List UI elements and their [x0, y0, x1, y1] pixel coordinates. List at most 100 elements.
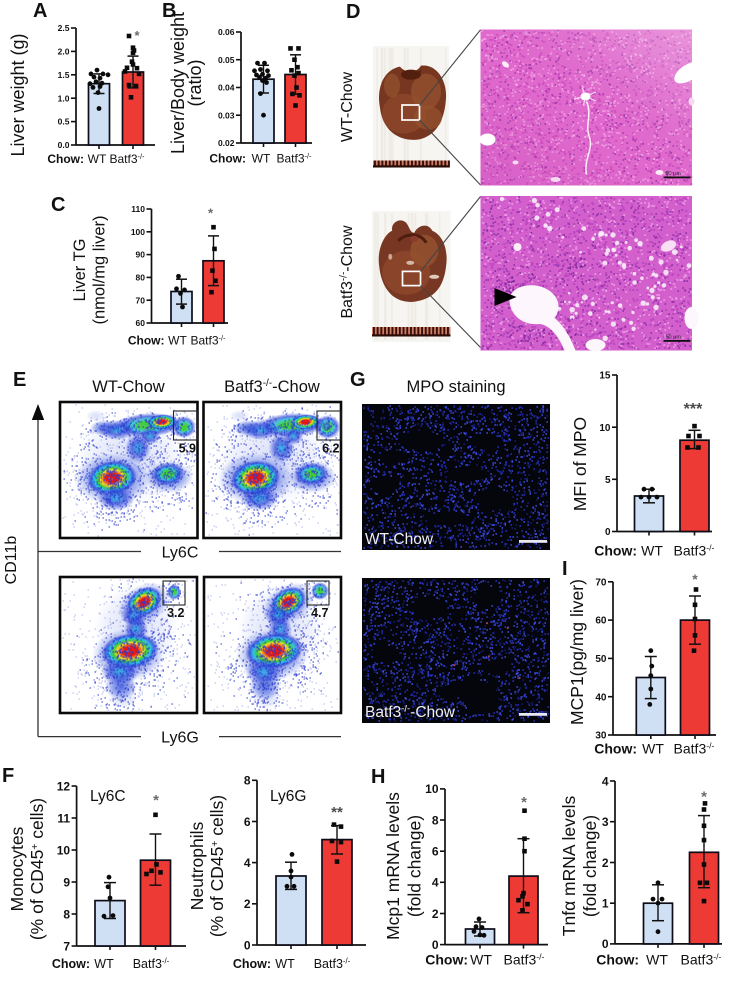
svg-text:Chow:: Chow: — [425, 952, 468, 968]
svg-text:12: 12 — [57, 779, 71, 793]
svg-text:0: 0 — [602, 937, 609, 951]
svg-text:7: 7 — [63, 939, 70, 953]
svg-text:6: 6 — [432, 845, 439, 859]
svg-text:5.9: 5.9 — [179, 442, 196, 456]
svg-text:4: 4 — [602, 774, 609, 788]
svg-text:B: B — [162, 0, 176, 22]
svg-text:WT: WT — [642, 741, 664, 757]
svg-text:1: 1 — [602, 897, 609, 911]
svg-text:D: D — [346, 1, 360, 23]
svg-text:WT: WT — [94, 957, 114, 971]
svg-text:Chow:: Chow: — [596, 952, 639, 968]
svg-text:Chow:: Chow: — [209, 152, 246, 166]
svg-text:Chow:: Chow: — [233, 957, 271, 971]
svg-text:40: 40 — [595, 692, 607, 703]
svg-text:Chow:: Chow: — [52, 957, 90, 971]
svg-text:Batf3-/-: Batf3-/- — [276, 151, 312, 165]
svg-text:Batf3-/-: Batf3-/- — [674, 543, 715, 559]
svg-text:*: * — [521, 794, 527, 811]
svg-text:Mcp1 mRNA levels: Mcp1 mRNA levels — [383, 792, 403, 940]
svg-text:Batf3-/-: Batf3-/- — [504, 952, 545, 968]
svg-text:0.05: 0.05 — [218, 55, 235, 65]
svg-text:Batf3-/--Chow: Batf3-/--Chow — [365, 704, 456, 721]
svg-text:Batf3-/-: Batf3-/- — [190, 333, 226, 347]
svg-text:WT-Chow: WT-Chow — [92, 378, 165, 396]
svg-text:*: * — [134, 28, 140, 43]
svg-text:CD11b: CD11b — [3, 536, 20, 585]
svg-text:9: 9 — [63, 875, 70, 889]
svg-text:2.5: 2.5 — [58, 23, 70, 33]
svg-text:1.5: 1.5 — [58, 70, 70, 80]
svg-text:0.04: 0.04 — [218, 83, 235, 93]
svg-text:Batf3-/-: Batf3-/- — [674, 741, 715, 757]
svg-text:10: 10 — [599, 423, 611, 434]
svg-text:(% of CD45+ cells): (% of CD45+ cells) — [207, 795, 227, 937]
svg-text:6: 6 — [244, 815, 251, 829]
svg-text:Batf3-/--Chow: Batf3-/--Chow — [224, 378, 320, 396]
svg-text:0: 0 — [432, 938, 439, 952]
svg-text:Batf3-/--Chow: Batf3-/--Chow — [338, 225, 356, 318]
svg-text:(% of CD45+ cells): (% of CD45+ cells) — [27, 798, 47, 940]
svg-text:Batf3-/-: Batf3-/- — [109, 152, 145, 166]
svg-text:WT: WT — [252, 152, 271, 166]
svg-text:I: I — [562, 558, 568, 580]
svg-text:Chow:: Chow: — [128, 334, 165, 348]
svg-text:100: 100 — [131, 227, 145, 237]
svg-text:(nmol/mg liver): (nmol/mg liver) — [91, 215, 109, 324]
svg-text:110: 110 — [131, 204, 145, 214]
svg-text:(fold change): (fold change) — [580, 815, 600, 917]
svg-text:WT: WT — [646, 952, 668, 968]
svg-text:Liver TG: Liver TG — [71, 239, 89, 302]
svg-text:WT-Chow: WT-Chow — [365, 531, 434, 548]
svg-text:Chow:: Chow: — [47, 152, 84, 166]
svg-text:*: * — [153, 792, 159, 809]
svg-text:Chow:: Chow: — [594, 741, 637, 757]
svg-text:15: 15 — [599, 371, 611, 382]
svg-text:WT-Chow: WT-Chow — [339, 71, 356, 142]
svg-text:MPO staining: MPO staining — [406, 378, 505, 396]
svg-text:Liver weight (g): Liver weight (g) — [8, 33, 28, 156]
svg-text:8: 8 — [63, 907, 70, 921]
svg-text:E: E — [13, 369, 26, 391]
svg-text:0.0: 0.0 — [58, 140, 70, 150]
svg-text:A: A — [33, 0, 47, 22]
svg-text:6.2: 6.2 — [322, 442, 339, 456]
svg-text:0.02: 0.02 — [218, 138, 235, 148]
svg-text:3: 3 — [602, 815, 609, 829]
svg-text:Chow:: Chow: — [594, 543, 637, 559]
svg-text:Ly6G: Ly6G — [270, 788, 306, 805]
svg-text:MFI of MPO: MFI of MPO — [570, 417, 590, 511]
svg-text:Tnfα mRNA levels: Tnfα mRNA levels — [559, 796, 579, 937]
svg-text:Ly6C: Ly6C — [90, 788, 126, 805]
svg-text:0: 0 — [605, 527, 611, 538]
svg-text:11: 11 — [57, 811, 70, 825]
svg-text:90: 90 — [136, 250, 146, 260]
svg-text:Monocytes: Monocytes — [7, 826, 27, 911]
svg-text:4.7: 4.7 — [311, 606, 328, 620]
svg-text:***: *** — [684, 401, 703, 418]
svg-text:Liver/Body weight: Liver/Body weight — [168, 12, 188, 154]
svg-text:F: F — [2, 765, 14, 787]
svg-text:4: 4 — [244, 856, 251, 870]
svg-text:0.03: 0.03 — [218, 110, 235, 120]
svg-text:H: H — [371, 766, 385, 788]
svg-text:Neutrophils: Neutrophils — [187, 821, 207, 910]
svg-text:3.2: 3.2 — [167, 606, 184, 620]
svg-text:70: 70 — [136, 295, 146, 305]
svg-text:Batf3-/-: Batf3-/- — [681, 952, 722, 968]
svg-text:(ratio): (ratio) — [185, 59, 205, 106]
svg-text:10: 10 — [425, 782, 439, 796]
svg-text:30: 30 — [595, 731, 607, 742]
svg-text:50 µm: 50 µm — [666, 335, 682, 341]
svg-text:WT: WT — [641, 543, 663, 559]
svg-text:2: 2 — [244, 897, 251, 911]
svg-text:10: 10 — [57, 843, 71, 857]
svg-text:C: C — [51, 194, 65, 216]
svg-text:Ly6G: Ly6G — [161, 730, 199, 747]
svg-text:8: 8 — [244, 774, 251, 788]
svg-text:Batf3-/-: Batf3-/- — [314, 957, 351, 971]
svg-text:*: * — [701, 789, 707, 806]
svg-text:50: 50 — [595, 654, 607, 665]
svg-text:2.0: 2.0 — [58, 47, 70, 57]
svg-text:5: 5 — [605, 475, 611, 486]
